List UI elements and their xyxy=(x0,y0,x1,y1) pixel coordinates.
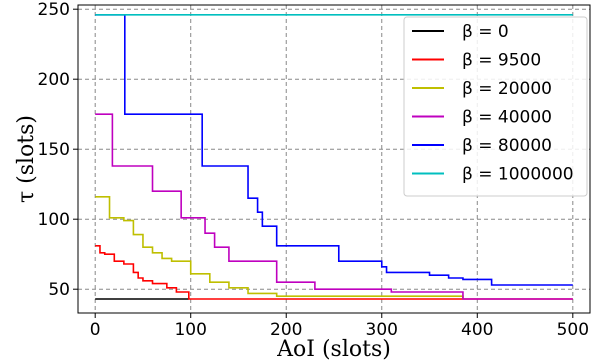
y-tick-label: 100 xyxy=(38,210,70,230)
legend-label: β = 9500 xyxy=(462,51,541,71)
legend-label: β = 0 xyxy=(462,22,509,42)
x-tick-label: 500 xyxy=(557,320,589,340)
legend: β = 0 β = 9500 β = 20000 β = 40000 β = 80000… xyxy=(403,16,588,197)
legend-label: β = 1000000 xyxy=(462,165,574,185)
series-line-1 xyxy=(95,245,573,300)
legend-label: β = 80000 xyxy=(462,136,552,156)
x-tick-label: 0 xyxy=(90,320,101,340)
x-tick-label: 100 xyxy=(174,320,206,340)
series-lines xyxy=(95,14,573,300)
y-tick-label: 200 xyxy=(38,70,70,90)
axis-ticks: 0 100 200 300 400 500 50 100 150 200 250 xyxy=(38,0,589,340)
series-line-3 xyxy=(95,113,573,300)
x-tick-label: 400 xyxy=(461,320,493,340)
y-tick-label: 150 xyxy=(38,140,70,160)
series-line-4 xyxy=(95,14,573,286)
x-tick-label: 300 xyxy=(366,320,398,340)
legend-box xyxy=(403,16,588,197)
y-tick-label: 50 xyxy=(48,280,70,300)
y-axis-title: τ (slots) xyxy=(14,115,39,203)
x-tick-label: 200 xyxy=(270,320,302,340)
x-axis-title: AoI (slots) xyxy=(276,337,391,362)
legend-label: β = 20000 xyxy=(462,79,552,99)
legend-label: β = 40000 xyxy=(462,108,552,128)
plot-frame xyxy=(77,4,591,314)
series-line-2 xyxy=(95,196,464,299)
y-tick-label: 250 xyxy=(38,0,70,20)
